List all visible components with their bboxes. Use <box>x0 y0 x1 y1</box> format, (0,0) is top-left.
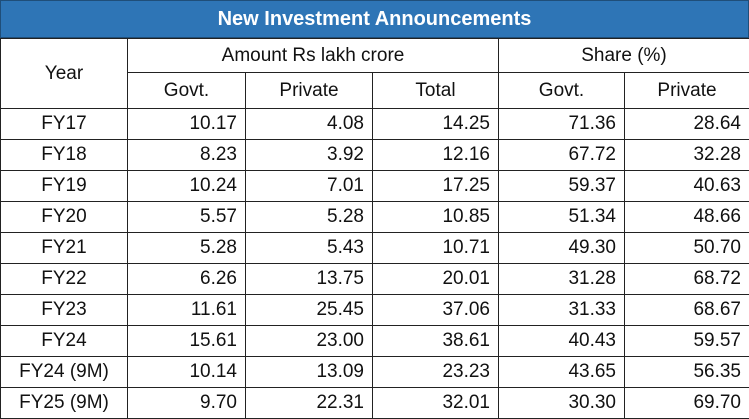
year-cell: FY19 <box>1 171 128 202</box>
amount-govt-cell: 5.28 <box>128 233 246 264</box>
year-cell: FY24 (9M) <box>1 357 128 388</box>
share-govt-cell: 67.72 <box>499 140 625 171</box>
amount-total-cell: 10.71 <box>373 233 499 264</box>
amount-private-header: Private <box>246 73 373 109</box>
amount-private-cell: 5.43 <box>246 233 373 264</box>
amount-private-cell: 7.01 <box>246 171 373 202</box>
year-cell: FY18 <box>1 140 128 171</box>
amount-private-cell: 25.45 <box>246 295 373 326</box>
amount-govt-cell: 11.61 <box>128 295 246 326</box>
amount-total-cell: 23.23 <box>373 357 499 388</box>
share-group-header: Share (%) <box>499 39 749 73</box>
table-title: New Investment Announcements <box>0 0 749 38</box>
share-private-cell: 48.66 <box>625 202 749 233</box>
amount-private-cell: 5.28 <box>246 202 373 233</box>
amount-group-header: Amount Rs lakh crore <box>128 39 499 73</box>
amount-govt-cell: 10.17 <box>128 109 246 140</box>
amount-total-cell: 12.16 <box>373 140 499 171</box>
year-cell: FY22 <box>1 264 128 295</box>
amount-private-cell: 4.08 <box>246 109 373 140</box>
year-cell: FY17 <box>1 109 128 140</box>
share-private-cell: 68.67 <box>625 295 749 326</box>
amount-govt-cell: 10.24 <box>128 171 246 202</box>
amount-govt-cell: 15.61 <box>128 326 246 357</box>
year-cell: FY23 <box>1 295 128 326</box>
share-private-cell: 50.70 <box>625 233 749 264</box>
amount-govt-header: Govt. <box>128 73 246 109</box>
amount-total-header: Total <box>373 73 499 109</box>
share-govt-cell: 71.36 <box>499 109 625 140</box>
amount-govt-cell: 6.26 <box>128 264 246 295</box>
share-govt-cell: 59.37 <box>499 171 625 202</box>
share-private-cell: 32.28 <box>625 140 749 171</box>
amount-govt-cell: 10.14 <box>128 357 246 388</box>
amount-private-cell: 23.00 <box>246 326 373 357</box>
amount-total-cell: 38.61 <box>373 326 499 357</box>
amount-private-cell: 13.09 <box>246 357 373 388</box>
share-govt-cell: 43.65 <box>499 357 625 388</box>
share-govt-cell: 31.28 <box>499 264 625 295</box>
share-private-cell: 40.63 <box>625 171 749 202</box>
investment-table: Year Amount Rs lakh crore Share (%) Govt… <box>0 38 749 419</box>
share-private-cell: 59.57 <box>625 326 749 357</box>
year-cell: FY20 <box>1 202 128 233</box>
share-govt-cell: 40.43 <box>499 326 625 357</box>
share-govt-cell: 49.30 <box>499 233 625 264</box>
amount-private-cell: 3.92 <box>246 140 373 171</box>
amount-total-cell: 17.25 <box>373 171 499 202</box>
share-private-cell: 68.72 <box>625 264 749 295</box>
amount-govt-cell: 5.57 <box>128 202 246 233</box>
amount-total-cell: 37.06 <box>373 295 499 326</box>
share-private-cell: 56.35 <box>625 357 749 388</box>
amount-total-cell: 20.01 <box>373 264 499 295</box>
year-cell: FY21 <box>1 233 128 264</box>
amount-private-cell: 13.75 <box>246 264 373 295</box>
share-private-header: Private <box>625 73 749 109</box>
amount-total-cell: 10.85 <box>373 202 499 233</box>
header-row-groups: Year Amount Rs lakh crore Share (%) <box>1 39 749 73</box>
share-private-cell: 28.64 <box>625 109 749 140</box>
share-govt-header: Govt. <box>499 73 625 109</box>
year-cell: FY24 <box>1 326 128 357</box>
amount-govt-cell: 8.23 <box>128 140 246 171</box>
share-govt-cell: 51.34 <box>499 202 625 233</box>
amount-total-cell: 14.25 <box>373 109 499 140</box>
share-govt-cell: 31.33 <box>499 295 625 326</box>
year-header: Year <box>1 39 128 109</box>
